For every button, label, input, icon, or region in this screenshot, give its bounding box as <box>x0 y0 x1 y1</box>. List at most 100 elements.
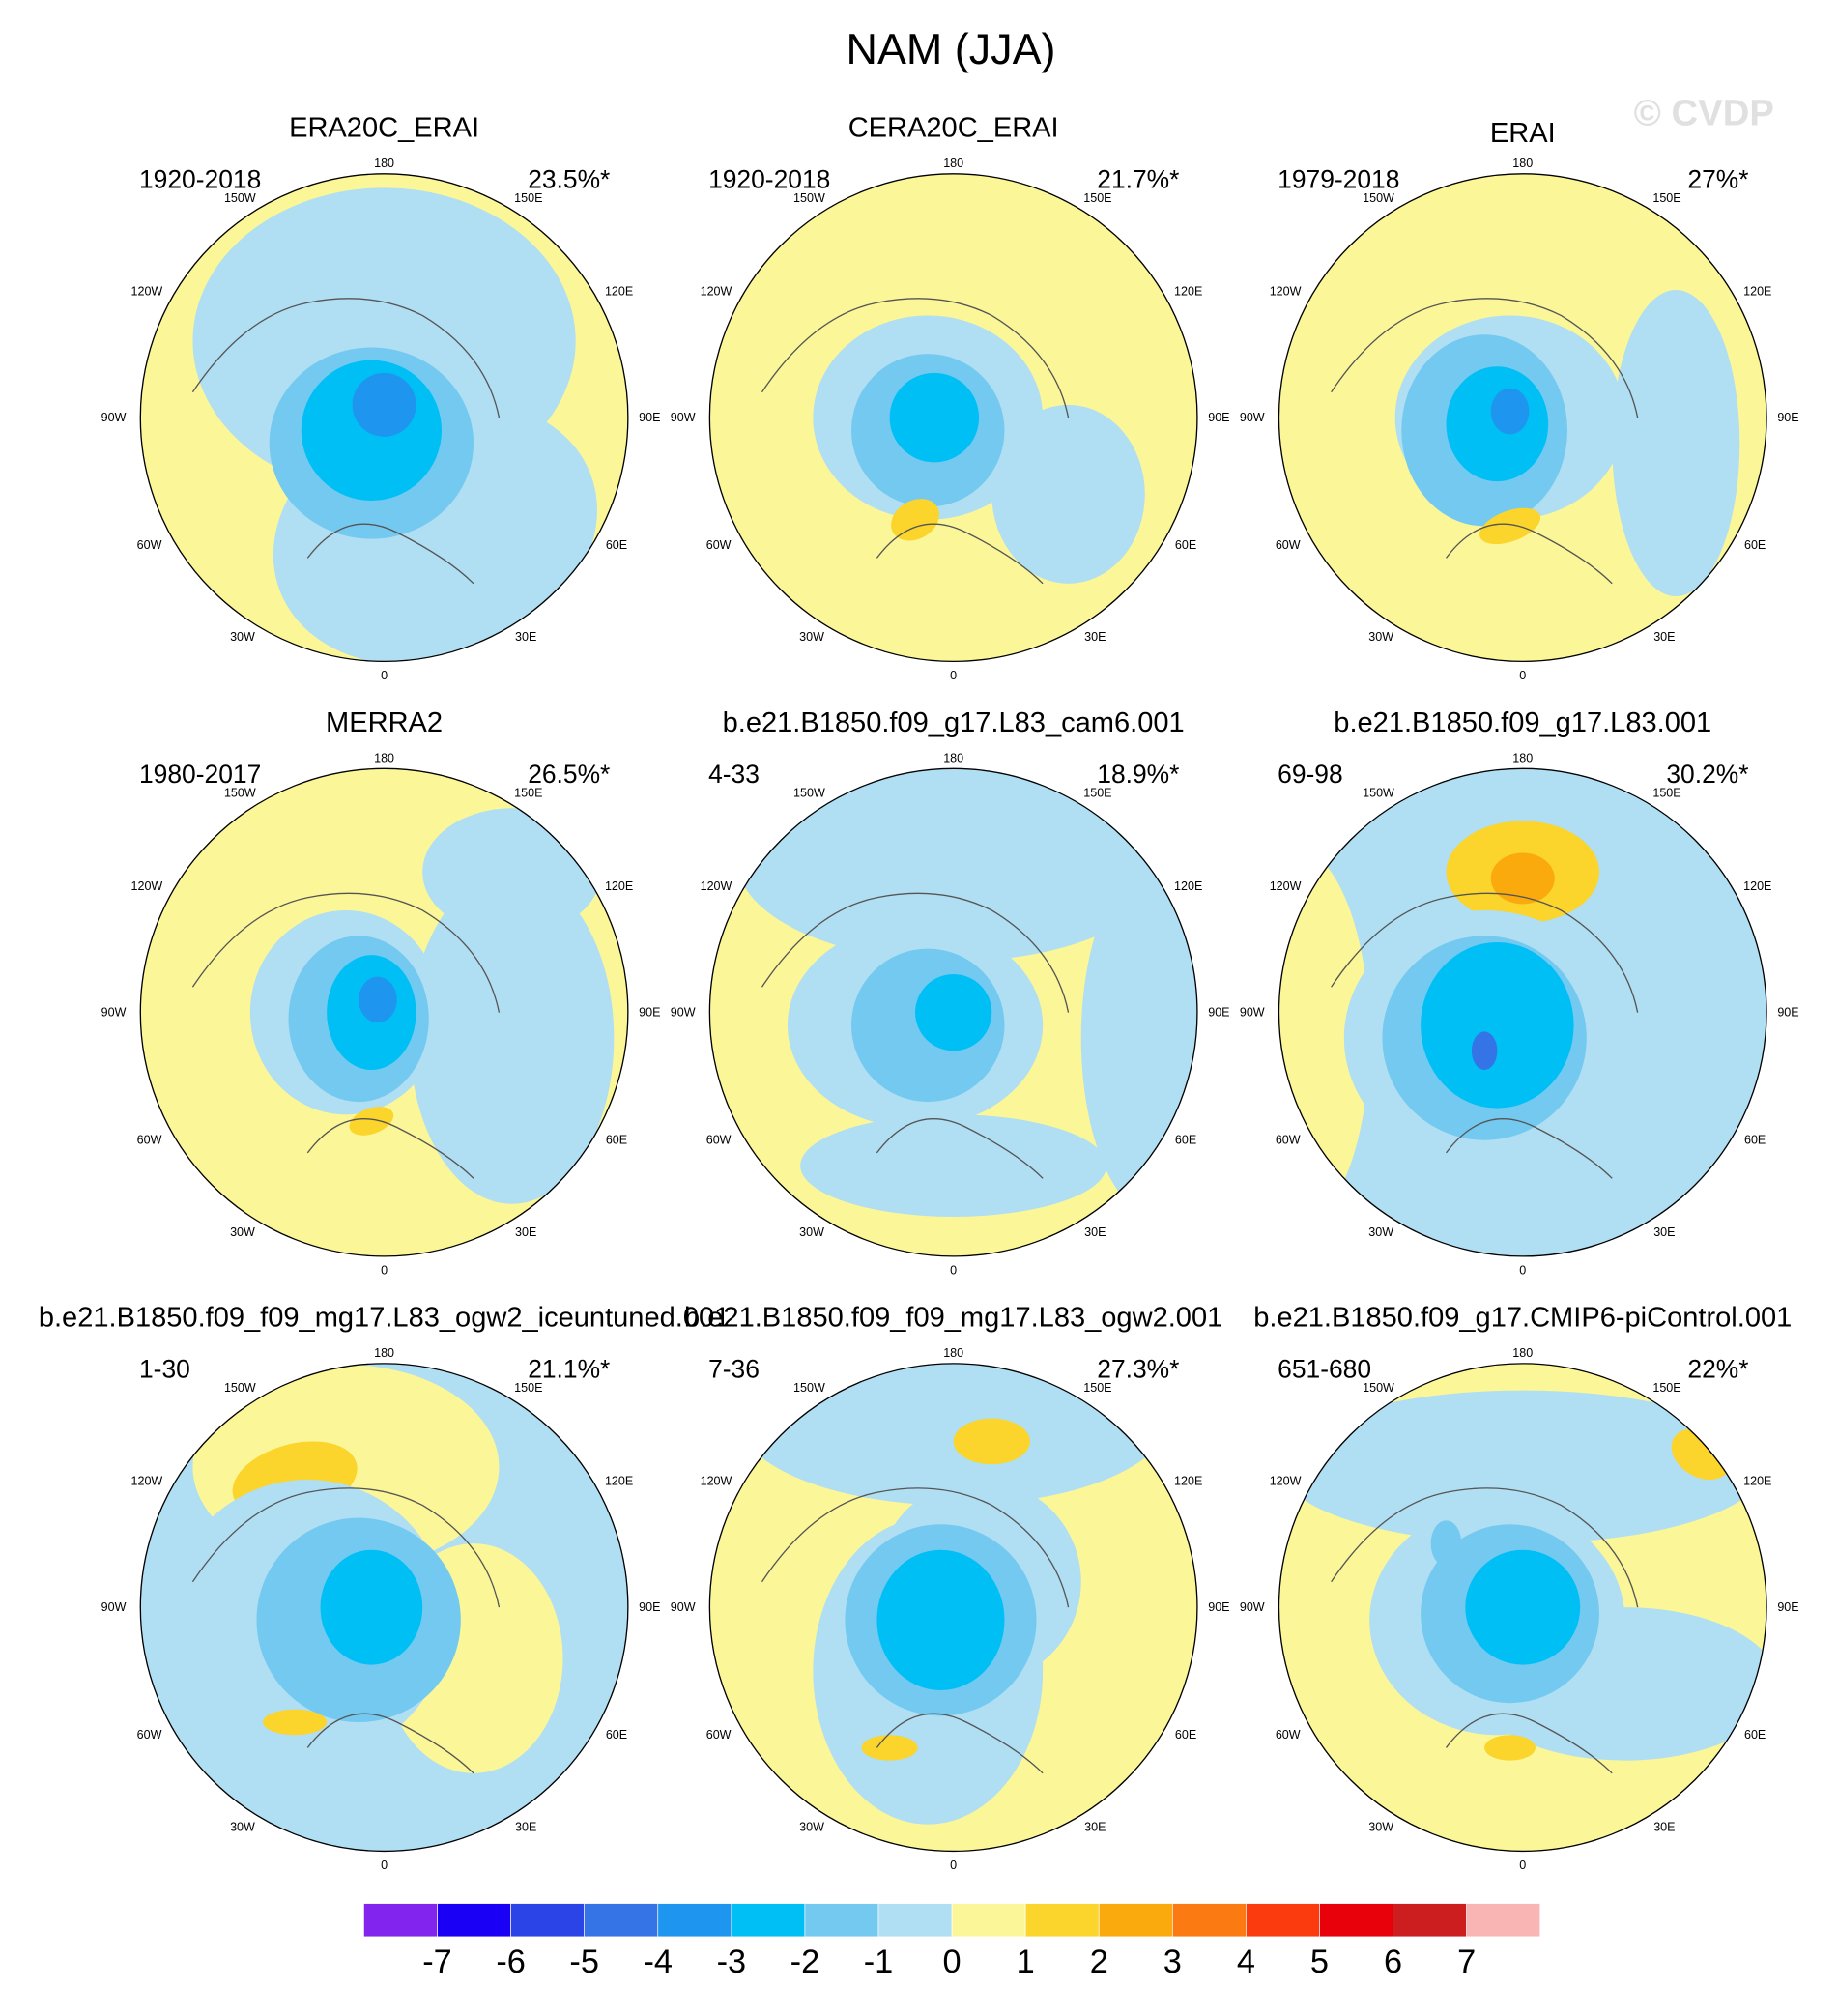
field <box>1278 768 1767 1256</box>
map-panel: ERAI 1979-2018 27%* 180 150W 150E 120W 120E 90W 9… <box>1240 118 1799 682</box>
longitude-label: 90E <box>1208 411 1229 424</box>
longitude-label: 120W <box>1270 284 1302 298</box>
field-contour <box>953 1418 1030 1465</box>
colorbar-box <box>1171 1903 1247 1938</box>
colorbar-box <box>657 1903 732 1938</box>
longitude-label: 90W <box>1240 411 1265 424</box>
map-border <box>708 173 1198 663</box>
panel-period: 1979-2018 <box>1278 164 1399 193</box>
coastline <box>191 892 501 1179</box>
longitude-label: 120E <box>1174 1474 1202 1487</box>
longitude-label: 150E <box>514 786 542 799</box>
longitude-label: 60W <box>1276 1728 1301 1742</box>
panel-period: 7-36 <box>708 1354 760 1383</box>
longitude-label: 30E <box>515 1225 536 1239</box>
longitude-label: 150E <box>1083 1381 1111 1395</box>
field-contour <box>889 372 980 463</box>
longitude-label: 120E <box>1174 879 1202 893</box>
longitude-label: 90W <box>671 411 696 424</box>
longitude-label: 90E <box>639 1006 660 1020</box>
colorbar-label: -3 <box>717 1944 747 1980</box>
colorbar-label: 2 <box>1090 1944 1108 1980</box>
coastline <box>191 1487 501 1774</box>
longitude-label: 0 <box>950 1858 957 1872</box>
field-contour <box>422 808 602 936</box>
map-panel: b.e21.B1850.f09_g17.CMIP6-piControl.001 6… <box>1240 1303 1799 1872</box>
longitude-label: 30W <box>1368 1820 1393 1833</box>
map-border <box>139 173 629 663</box>
field-contour <box>861 1735 918 1761</box>
map-panel: b.e21.B1850.f09_g17.L83_cam6.001 4-33 18.9… <box>671 707 1230 1277</box>
colorbar-box <box>584 1903 659 1938</box>
longitude-label: 90E <box>1777 411 1798 424</box>
longitude-label: 120W <box>131 879 163 893</box>
longitude-label: 30W <box>230 630 255 644</box>
colorbar-label: 1 <box>1017 1944 1035 1980</box>
coastline <box>191 298 501 585</box>
longitude-label: 30W <box>230 1820 255 1833</box>
panel-percent: 23.5%* <box>528 164 610 193</box>
longitude-label: 30W <box>230 1225 255 1239</box>
field-contour <box>349 1107 394 1136</box>
longitude-label: 180 <box>374 752 394 765</box>
field-contour <box>1484 1735 1536 1761</box>
longitude-label: 0 <box>381 1858 388 1872</box>
colorbar-box <box>1024 1903 1100 1938</box>
coastline <box>1331 1487 1639 1774</box>
longitude-label: 90E <box>639 1600 660 1614</box>
colorbar-label: 5 <box>1310 1944 1329 1980</box>
panel-period: 4-33 <box>708 760 760 789</box>
longitude-label: 60E <box>606 538 627 552</box>
longitude-label: 120W <box>701 284 732 298</box>
longitude-label: 30E <box>1653 1225 1675 1239</box>
longitude-label: 150E <box>514 191 542 205</box>
panel-period: 651-680 <box>1278 1354 1371 1383</box>
panel-title: b.e21.B1850.f09_f09_mg17.L83_ogw2.001 <box>684 1303 1222 1334</box>
longitude-label: 150W <box>1363 1381 1394 1395</box>
field <box>192 187 597 662</box>
longitude-label: 30E <box>1653 1820 1675 1833</box>
panel-title: MERRA2 <box>326 707 443 738</box>
longitude-label: 90W <box>671 1600 696 1614</box>
longitude-label: 180 <box>374 1346 394 1360</box>
panel-title: b.e21.B1850.f09_g17.L83.001 <box>1334 707 1711 738</box>
panel-percent: 22%* <box>1687 1354 1748 1383</box>
field-contour <box>1471 1031 1498 1071</box>
longitude-label: 120E <box>1174 284 1202 298</box>
longitude-label: 120W <box>131 1474 163 1487</box>
coastline <box>761 298 1070 585</box>
colorbar-label: 3 <box>1163 1944 1182 1980</box>
panel-percent: 21.7%* <box>1097 164 1179 193</box>
field-contour <box>1612 290 1740 597</box>
map-border <box>1278 1363 1767 1853</box>
longitude-label: 30W <box>1368 1225 1393 1239</box>
colorbar-box <box>437 1903 511 1938</box>
field-contour <box>736 768 1171 962</box>
longitude-label: 180 <box>1512 1346 1533 1360</box>
longitude-label: 60E <box>606 1134 627 1147</box>
longitude-label: 30E <box>1084 1820 1106 1833</box>
longitude-label: 60W <box>137 538 162 552</box>
longitude-label: 120E <box>605 1474 633 1487</box>
field-contour <box>876 1549 1005 1690</box>
longitude-label: 30W <box>799 1820 824 1833</box>
longitude-label: 90W <box>1240 1600 1265 1614</box>
coastline <box>1331 298 1639 585</box>
field <box>1278 1363 1767 1852</box>
longitude-label: 60W <box>706 1728 732 1742</box>
map-border <box>139 767 629 1257</box>
colorbar-label: -4 <box>643 1944 673 1980</box>
longitude-label: 30E <box>1084 1225 1106 1239</box>
panel-title: ERA20C_ERAI <box>289 113 479 144</box>
colorbar-box <box>510 1903 586 1938</box>
map-panel: b.e21.B1850.f09_f09_mg17.L83_ogw2_iceunt… <box>39 1303 731 1872</box>
coastline <box>1331 892 1639 1179</box>
longitude-label: 90W <box>671 1006 696 1020</box>
field-contour <box>991 404 1145 584</box>
longitude-label: 120E <box>1743 1474 1771 1487</box>
field-contour <box>352 372 416 437</box>
field <box>1394 290 1740 597</box>
coastline <box>761 892 1070 1179</box>
